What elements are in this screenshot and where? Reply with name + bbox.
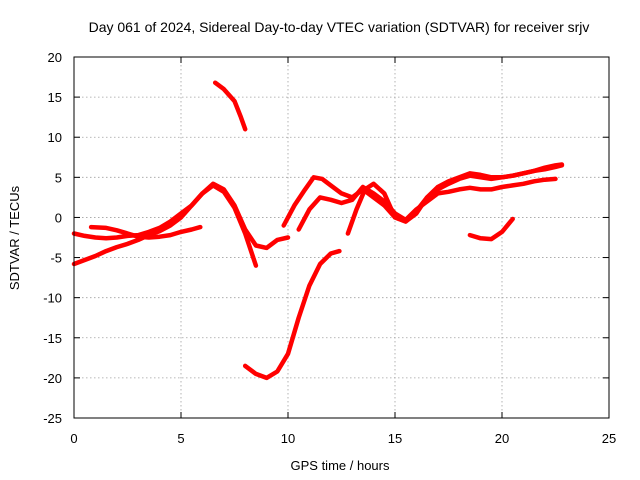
x-tick-label: 10 — [281, 431, 295, 446]
y-tick-label: -20 — [43, 371, 62, 386]
series-line-arc-b — [71, 183, 259, 268]
x-tick-label: 5 — [177, 431, 184, 446]
y-axis-label: SDTVAR / TECUs — [7, 185, 22, 290]
series-line-arc-c — [88, 224, 203, 240]
y-tick-label: 5 — [55, 170, 62, 185]
x-tick-label: 25 — [602, 431, 616, 446]
series-line-arc-i — [467, 216, 515, 242]
x-tick-label: 0 — [70, 431, 77, 446]
x-tick-label: 15 — [388, 431, 402, 446]
y-tick-labels: -25 -20 -15 -10 -5 0 5 10 15 20 — [43, 50, 62, 426]
x-tick-label: 20 — [495, 431, 509, 446]
y-tick-label: 20 — [48, 50, 62, 65]
plot-frame — [73, 56, 610, 419]
y-tick-label: -15 — [43, 331, 62, 346]
chart-title: Day 061 of 2024, Sidereal Day-to-day VTE… — [89, 19, 590, 35]
series-line-arc-a — [71, 181, 291, 251]
y-tick-label: -25 — [43, 411, 62, 426]
x-axis-label: GPS time / hours — [291, 458, 390, 473]
axis-ticks — [73, 56, 610, 419]
series-line-arc-h — [345, 162, 565, 236]
y-tick-label: 10 — [48, 130, 62, 145]
x-tick-labels: 0 5 10 15 20 25 — [70, 431, 616, 446]
y-tick-label: 15 — [48, 90, 62, 105]
y-tick-label: -5 — [50, 251, 62, 266]
plot-series — [71, 80, 565, 381]
series-line-arc-e — [242, 248, 342, 381]
y-tick-label: 0 — [55, 210, 62, 225]
series-line-arc-d — [212, 80, 248, 132]
y-tick-label: -10 — [43, 291, 62, 306]
grid-lines — [74, 57, 609, 418]
